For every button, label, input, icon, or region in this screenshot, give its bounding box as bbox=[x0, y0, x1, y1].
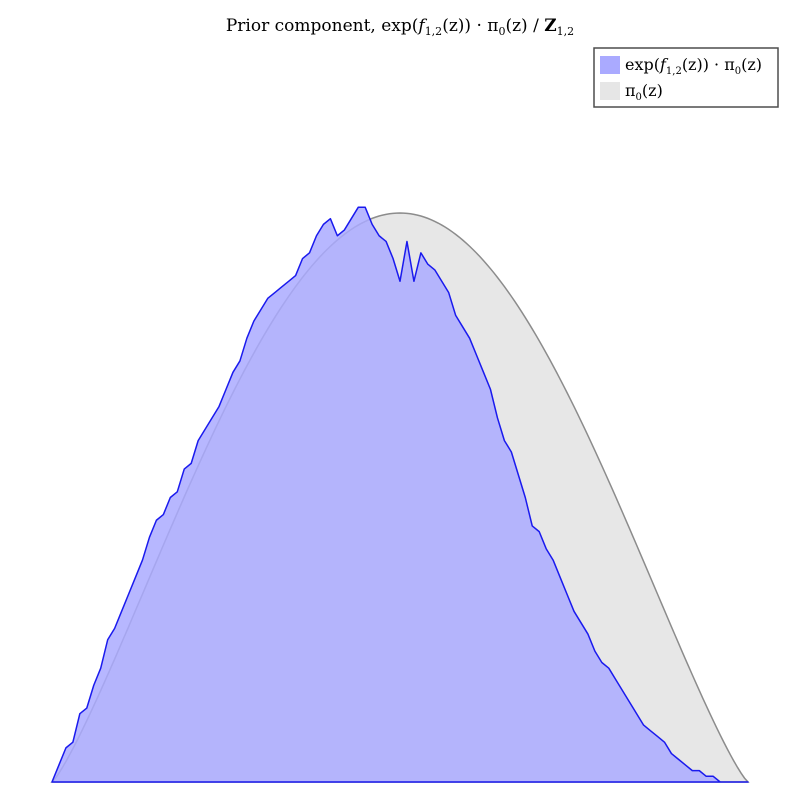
legend-swatch-component bbox=[600, 56, 620, 74]
legend-frame bbox=[593, 47, 779, 108]
legend-label-prior: π0(z) bbox=[625, 81, 663, 103]
legend-label-component: exp(f1,2(z)) · π0(z) bbox=[625, 55, 762, 77]
plot-area bbox=[50, 206, 750, 783]
legend: exp(f1,2(z)) · π0(z) π0(z) bbox=[593, 47, 779, 108]
legend-swatch-prior bbox=[600, 82, 620, 100]
chart-title: Prior component, exp(f1,2(z)) · π0(z) / … bbox=[226, 16, 574, 38]
series-component-area bbox=[51, 206, 749, 783]
